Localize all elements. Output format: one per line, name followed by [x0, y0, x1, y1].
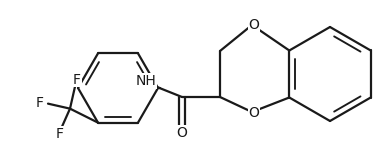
- Text: F: F: [36, 96, 44, 110]
- Text: O: O: [248, 106, 259, 120]
- Text: F: F: [56, 127, 64, 141]
- Text: F: F: [73, 73, 81, 87]
- Text: NH: NH: [136, 74, 156, 88]
- Text: O: O: [177, 126, 188, 140]
- Text: O: O: [248, 18, 259, 32]
